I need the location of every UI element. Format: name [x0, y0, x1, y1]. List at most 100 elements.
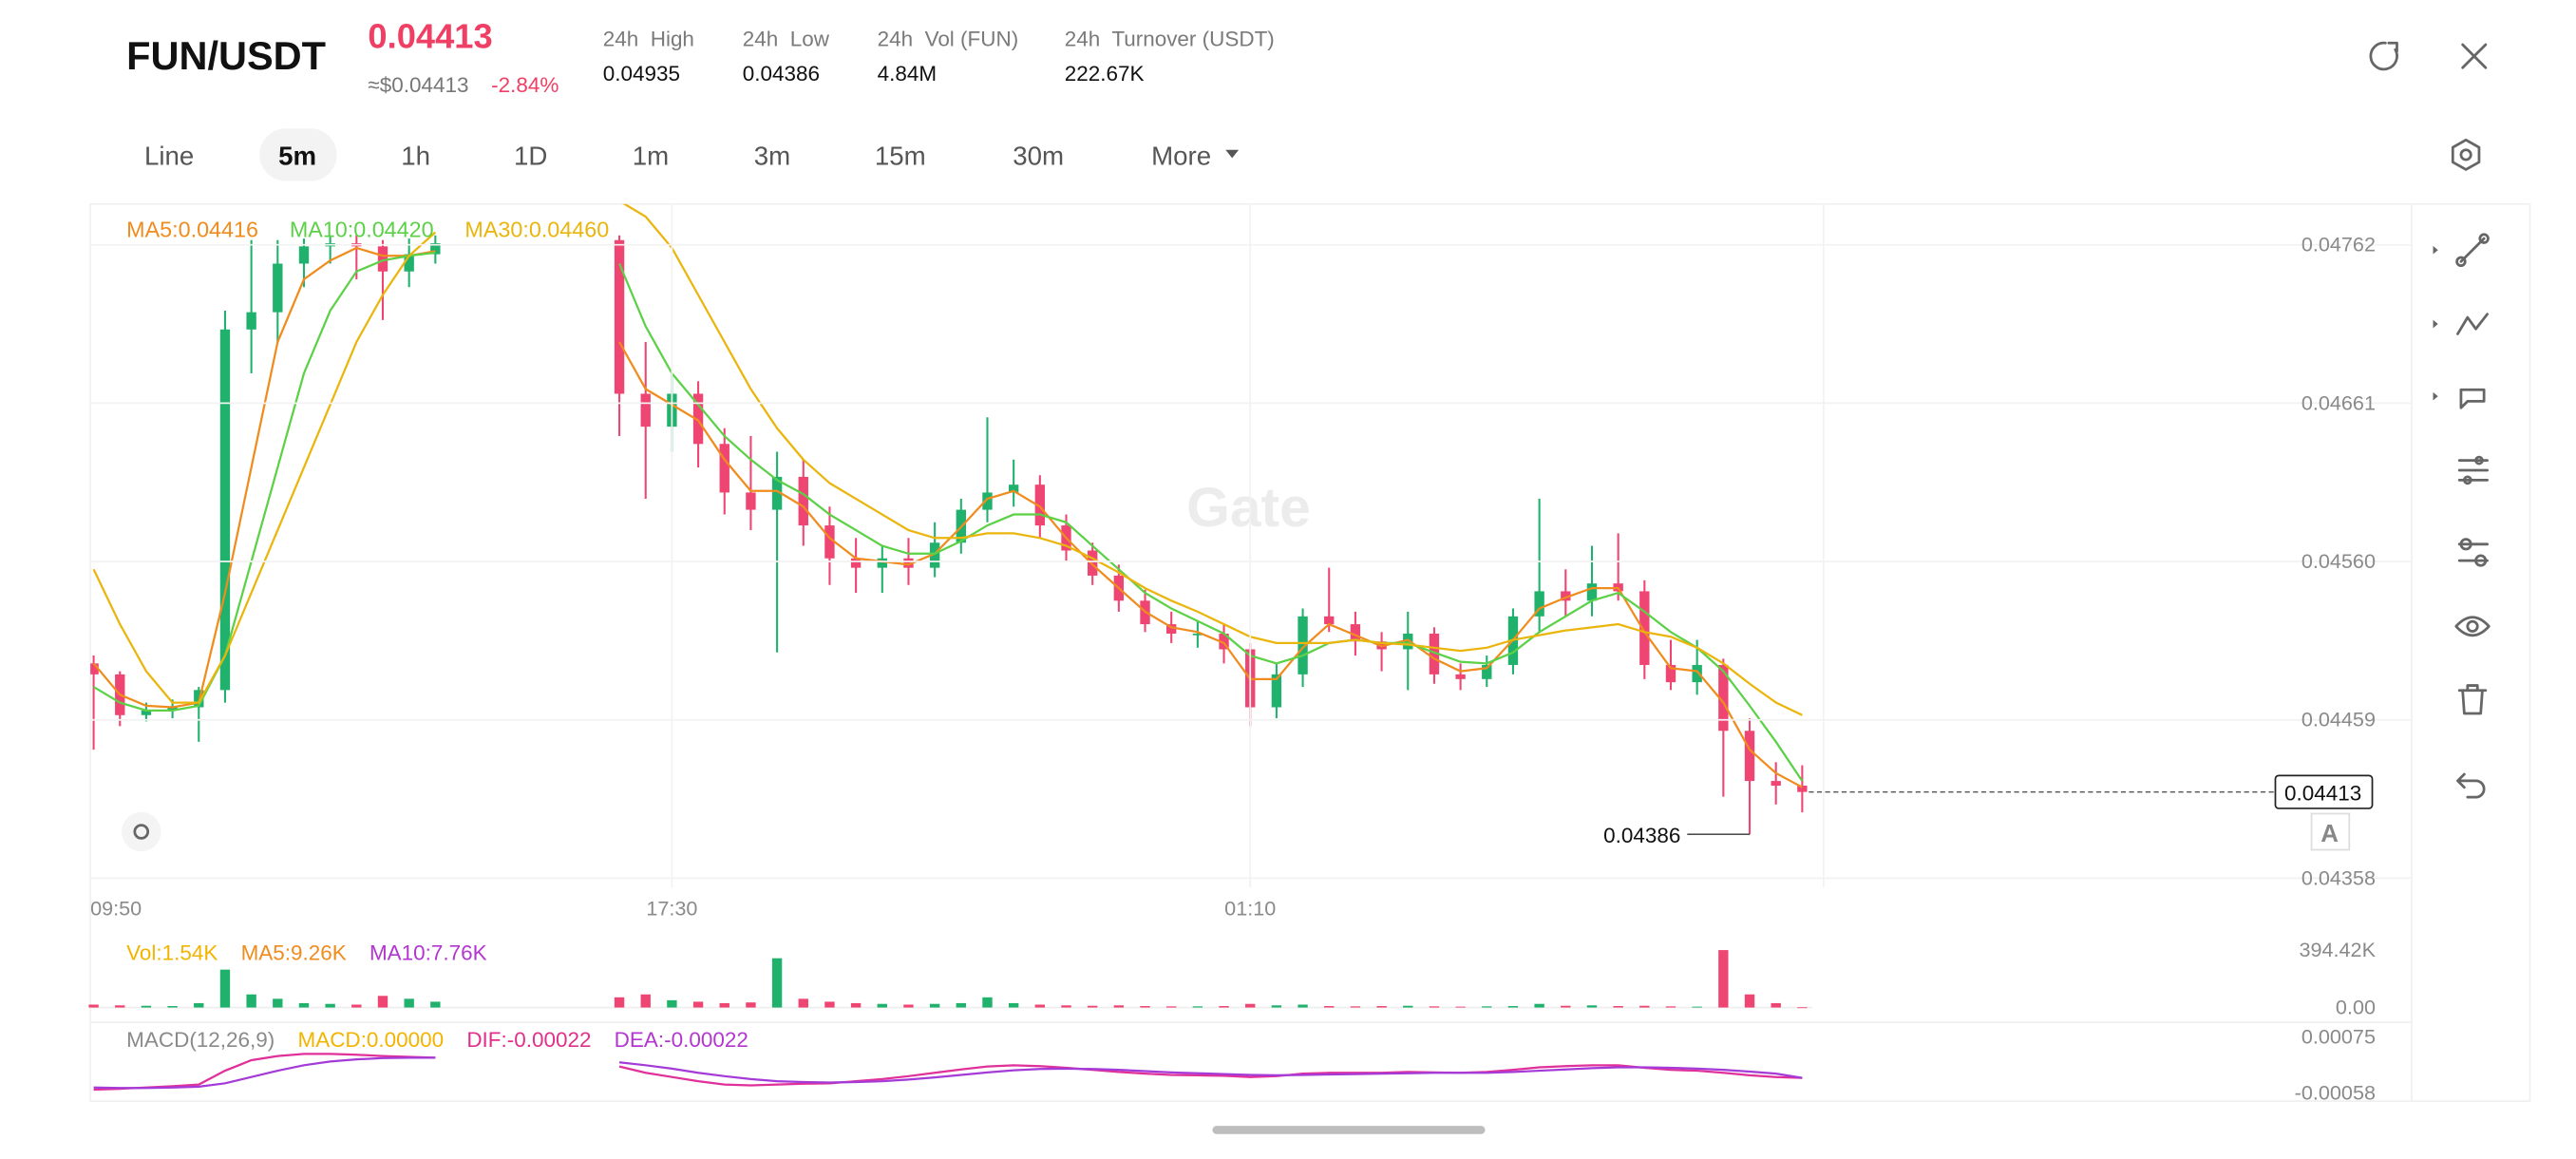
volume-bar	[1692, 1006, 1702, 1008]
volume-bar	[1797, 1007, 1808, 1009]
candle-body	[219, 329, 231, 691]
candle-body	[1271, 674, 1282, 708]
stat-value: 0.04935	[603, 62, 680, 86]
volume-bar	[430, 1001, 441, 1008]
last-price-box	[2274, 774, 2374, 809]
tool-delete[interactable]	[2457, 684, 2488, 715]
volume-bar	[1507, 1006, 1519, 1008]
volume-bar	[219, 969, 231, 1008]
ma-line	[92, 203, 1803, 716]
volume-bar	[1350, 1006, 1361, 1008]
stat-label: 24h Vol (FUN)	[878, 28, 1019, 51]
candle-body	[929, 542, 940, 568]
volume-bar	[1297, 1004, 1308, 1008]
candle-body	[377, 246, 388, 272]
legend-entry: MA10:0.04420	[290, 217, 434, 241]
candle-body	[719, 444, 729, 493]
tab[interactable]: More	[1151, 141, 1211, 170]
candle-body	[1586, 583, 1598, 601]
tab[interactable]: 15m	[875, 141, 926, 170]
ma-line	[92, 246, 1803, 788]
home-indicator	[1212, 1126, 1486, 1134]
macd-tick-label: 0.00075	[2301, 1025, 2376, 1049]
tab[interactable]: 5m	[278, 141, 316, 170]
volume-bar	[903, 1004, 914, 1008]
volume-bar	[692, 1001, 704, 1008]
toolbar	[2433, 233, 2491, 799]
candle-body	[1482, 664, 1492, 679]
volume-bar	[1771, 1002, 1781, 1008]
volume-bar	[824, 1001, 835, 1008]
tab[interactable]: 1h	[401, 141, 430, 170]
volume-bar	[1429, 1006, 1440, 1008]
tab[interactable]: 3m	[754, 141, 790, 170]
volume-bar	[377, 996, 388, 1008]
volume-bar	[404, 998, 414, 1008]
tab[interactable]: 1m	[633, 141, 669, 170]
volume-bar	[1376, 1006, 1387, 1008]
eye-toggle[interactable]	[121, 811, 161, 852]
volume-bar	[1613, 1006, 1623, 1008]
stat-value: 4.84M	[878, 62, 937, 86]
tool-undo[interactable]	[2456, 772, 2486, 799]
chart-frame	[89, 202, 2531, 1103]
candle-body	[1087, 550, 1098, 576]
stat-value: 0.04386	[743, 62, 820, 86]
volume-bar	[1061, 1005, 1071, 1008]
volume-bar	[1744, 994, 1755, 1008]
tool-line[interactable]	[2433, 233, 2490, 268]
volume-tick-label: 394.42K	[2299, 938, 2376, 961]
volume-bar	[1665, 1006, 1676, 1008]
volume-bar	[298, 1002, 310, 1008]
volume-bar	[1008, 1002, 1019, 1008]
candle-body	[141, 710, 152, 715]
price: 0.04413	[368, 16, 492, 55]
close-button[interactable]	[2461, 43, 2488, 69]
candle-body	[692, 393, 704, 445]
macd-legend: DIF:-0.00022	[466, 1028, 591, 1052]
volume-bar	[1219, 1006, 1229, 1008]
volume-bar	[956, 1002, 966, 1008]
auto-scale[interactable]	[2310, 812, 2351, 851]
volume-bar	[194, 1002, 204, 1008]
candle-body	[903, 558, 914, 568]
stat-label: 24h Turnover (USDT)	[1065, 28, 1275, 51]
volume-tick-label: 0.00	[2336, 995, 2376, 1018]
x-tick-label: 09:50	[90, 897, 142, 921]
candle-body	[1639, 591, 1650, 665]
volume-bar	[1087, 1005, 1098, 1008]
volume-bar	[982, 997, 993, 1008]
candle-body	[640, 393, 651, 428]
tool-settings[interactable]	[2457, 538, 2489, 567]
tool-shape[interactable]	[2433, 388, 2486, 409]
candle-body	[404, 254, 414, 272]
volume-bar	[1639, 1005, 1650, 1008]
candle-body	[1034, 484, 1046, 526]
y-tick-label: 0.04661	[2301, 390, 2376, 414]
volume-bar	[719, 1002, 729, 1008]
volume-bar	[929, 1003, 940, 1008]
volume-bar	[246, 994, 256, 1008]
candle-body	[746, 492, 756, 510]
x-tick-label: 01:10	[1224, 897, 1276, 921]
share-button[interactable]	[2369, 41, 2398, 71]
volume-bar	[1403, 1005, 1413, 1008]
tab[interactable]: 30m	[1013, 141, 1064, 170]
tool-visibility[interactable]	[2454, 616, 2491, 637]
tool-indicators[interactable]	[2457, 455, 2489, 485]
tab[interactable]: Line	[144, 141, 194, 170]
tool-trend[interactable]	[2433, 313, 2489, 335]
tab[interactable]: 1D	[514, 141, 547, 170]
settings-button[interactable]	[2451, 138, 2481, 171]
volume-bar	[1113, 1005, 1125, 1008]
legend-entry: MA5:0.04416	[126, 217, 258, 241]
y-tick-label: 0.04358	[2301, 865, 2376, 889]
volume-bar	[877, 1003, 887, 1008]
candle-body	[1771, 781, 1781, 787]
candle-body	[167, 707, 178, 711]
candle-body	[1324, 616, 1335, 625]
candle-body	[1297, 616, 1308, 674]
stat-label: 24h High	[603, 28, 694, 51]
auto-scale-label: A	[2320, 821, 2339, 847]
